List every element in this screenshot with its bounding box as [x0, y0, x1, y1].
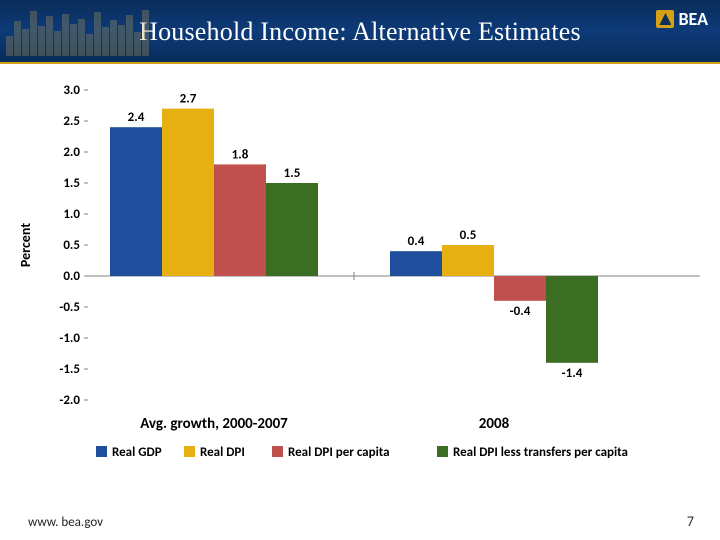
footer-url: www. bea.gov [28, 515, 103, 530]
svg-text:1.0: 1.0 [63, 207, 80, 222]
svg-text:-1.4: -1.4 [562, 366, 583, 381]
svg-text:1.5: 1.5 [284, 166, 301, 181]
svg-text:3.0: 3.0 [63, 83, 80, 98]
bea-logo: BEA [656, 8, 708, 30]
svg-text:-0.5: -0.5 [59, 300, 80, 315]
svg-text:2.0: 2.0 [63, 145, 80, 160]
svg-text:0.5: 0.5 [63, 238, 80, 253]
svg-text:1.8: 1.8 [232, 147, 249, 162]
svg-text:-0.4: -0.4 [510, 304, 531, 319]
svg-text:Avg. growth, 2000-2007: Avg. growth, 2000-2007 [140, 415, 288, 433]
svg-text:-1.5: -1.5 [59, 362, 80, 377]
svg-text:2008: 2008 [479, 415, 510, 433]
svg-text:2.7: 2.7 [180, 92, 197, 107]
svg-text:-2.0: -2.0 [59, 393, 80, 408]
svg-text:Real DPI per capita: Real DPI per capita [288, 445, 390, 460]
header-decoration-bars [6, 6, 176, 56]
svg-text:1.5: 1.5 [63, 176, 80, 191]
chart-area: 3.0 2.5 2.0 1.5 1.0 0.5 0.0 -0.5 -1.0 -1.5 -2.0 Per… [0, 64, 720, 484]
page-number: 7 [687, 513, 694, 530]
svg-text:Real GDP: Real GDP [112, 445, 162, 460]
svg-text:0.4: 0.4 [408, 234, 425, 249]
bea-logo-icon [656, 10, 674, 28]
bea-logo-text: BEA [678, 8, 708, 30]
bar-chart: 3.0 2.5 2.0 1.5 1.0 0.5 0.0 -0.5 -1.0 -1.5 -2.0 Per… [0, 64, 720, 484]
svg-text:2.4: 2.4 [128, 110, 145, 125]
svg-text:0.5: 0.5 [460, 228, 477, 243]
svg-text:2.5: 2.5 [63, 114, 80, 129]
svg-text:0.0: 0.0 [63, 269, 80, 284]
slide-header: Household Income: Alternative Estimates … [0, 0, 720, 64]
svg-text:-1.0: -1.0 [59, 331, 80, 346]
svg-text:Percent: Percent [17, 223, 34, 267]
svg-text:Real DPI: Real DPI [200, 445, 245, 460]
svg-text:Real DPI less transfers per ca: Real DPI less transfers per capita [453, 445, 628, 460]
